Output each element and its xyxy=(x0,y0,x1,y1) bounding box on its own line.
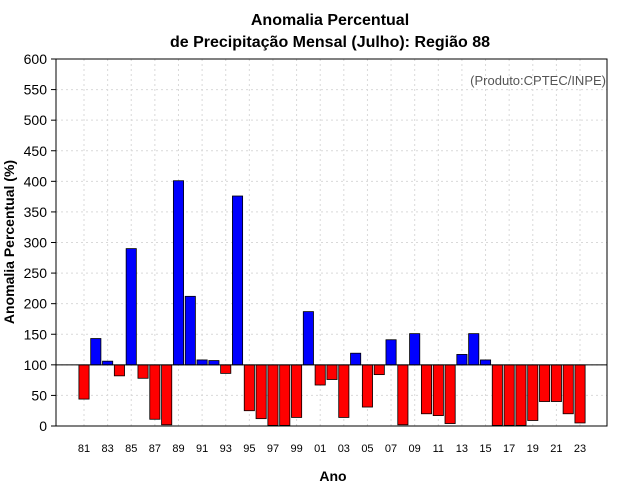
bar-15 xyxy=(480,359,492,366)
bar-97 xyxy=(267,364,279,426)
bar-85 xyxy=(125,248,137,366)
bar-02 xyxy=(326,364,338,380)
bar-91 xyxy=(196,359,208,366)
x-tick-label: 99 xyxy=(290,443,302,455)
x-tick-label: 07 xyxy=(385,443,397,455)
bar-12 xyxy=(444,364,456,424)
bar-04 xyxy=(350,352,362,366)
bar-13 xyxy=(456,354,468,366)
y-tick-label: 0 xyxy=(39,418,47,434)
bar-20 xyxy=(539,364,551,402)
bar-22 xyxy=(562,364,574,415)
x-tick-label: 17 xyxy=(503,443,515,455)
x-axis-label: Ano xyxy=(319,468,346,484)
x-tick-label: 05 xyxy=(361,443,373,455)
bar-05 xyxy=(361,364,373,408)
x-tick-label: 97 xyxy=(267,443,279,455)
bar-90 xyxy=(184,295,196,366)
bar-00 xyxy=(302,311,314,366)
bar-19 xyxy=(527,364,539,421)
y-tick-label: 100 xyxy=(24,357,48,373)
bar-21 xyxy=(550,364,562,402)
credit-label: (Produto:CPTEC/INPE) xyxy=(470,73,606,88)
y-axis: 0 50 100 150 200 250 300 350 400 450 500 550 600 xyxy=(24,51,56,434)
y-tick-label: 250 xyxy=(24,265,48,281)
chart-title-line2: de Precipitação Mensal (Julho): Região 8… xyxy=(170,34,490,51)
x-tick-label: 85 xyxy=(125,443,137,455)
x-tick-label: 21 xyxy=(550,443,562,455)
bar-98 xyxy=(279,364,291,426)
bar-01 xyxy=(314,364,326,386)
bar-06 xyxy=(373,364,385,376)
y-tick-label: 150 xyxy=(24,326,48,342)
y-tick-label: 300 xyxy=(24,235,48,251)
bars-layer xyxy=(78,180,586,426)
x-tick-label: 87 xyxy=(149,443,161,455)
bar-82 xyxy=(90,338,102,366)
x-tick-label: 19 xyxy=(527,443,539,455)
x-tick-label: 81 xyxy=(78,443,90,455)
y-axis-label: Anomalia Percentual (%) xyxy=(1,160,17,324)
bar-84 xyxy=(113,364,125,377)
x-axis: 81 83 85 87 89 91 93 95 97 99 01 03 05 07 09 11 13 15 17 19… xyxy=(78,443,586,455)
bar-95 xyxy=(243,364,255,412)
x-tick-label: 01 xyxy=(314,443,326,455)
y-tick-label: 50 xyxy=(31,387,47,403)
x-tick-label: 83 xyxy=(101,443,113,455)
bar-93 xyxy=(220,364,232,374)
bar-11 xyxy=(432,364,444,417)
x-tick-label: 09 xyxy=(409,443,421,455)
y-tick-label: 600 xyxy=(24,51,48,67)
y-tick-label: 400 xyxy=(24,173,48,189)
bar-03 xyxy=(338,364,350,418)
y-tick-label: 500 xyxy=(24,112,48,128)
bar-08 xyxy=(397,364,409,426)
bar-89 xyxy=(172,180,184,366)
chart-title-line1: Anomalia Percentual xyxy=(251,12,409,29)
bar-10 xyxy=(420,364,432,415)
x-tick-label: 95 xyxy=(243,443,255,455)
y-tick-label: 350 xyxy=(24,204,48,220)
bar-17 xyxy=(503,364,515,426)
y-tick-label: 450 xyxy=(24,143,48,159)
bar-18 xyxy=(515,364,527,426)
bar-87 xyxy=(149,364,161,420)
x-tick-label: 11 xyxy=(433,443,444,455)
bar-94 xyxy=(232,195,244,366)
bar-23 xyxy=(574,364,586,424)
x-tick-label: 13 xyxy=(456,443,468,455)
y-tick-label: 200 xyxy=(24,296,48,312)
bar-96 xyxy=(255,364,267,420)
bar-07 xyxy=(385,339,397,366)
bar-86 xyxy=(137,364,149,379)
bar-83 xyxy=(102,360,114,366)
y-tick-label: 550 xyxy=(24,82,48,98)
x-tick-label: 89 xyxy=(172,443,184,455)
bar-09 xyxy=(409,333,421,366)
x-tick-label: 91 xyxy=(196,443,208,455)
bar-14 xyxy=(468,333,480,366)
bar-99 xyxy=(291,364,303,418)
x-tick-label: 23 xyxy=(574,443,586,455)
x-tick-label: 93 xyxy=(220,443,232,455)
bar-81 xyxy=(78,364,90,400)
bar-16 xyxy=(491,364,503,426)
bar-88 xyxy=(161,364,173,426)
bar-92 xyxy=(208,360,220,366)
x-tick-label: 15 xyxy=(479,443,491,455)
x-tick-label: 03 xyxy=(338,443,350,455)
